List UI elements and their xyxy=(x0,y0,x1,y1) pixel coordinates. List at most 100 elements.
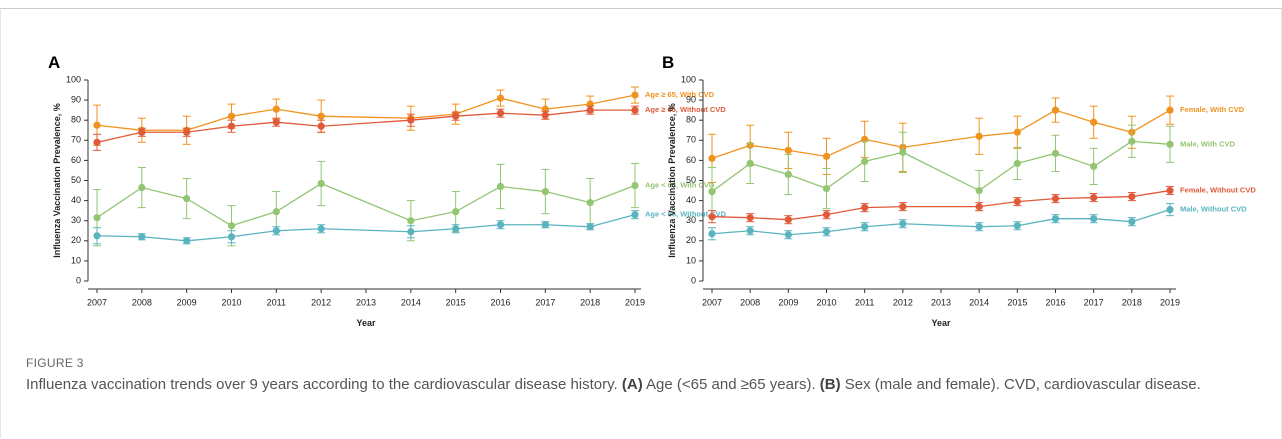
data-point xyxy=(1128,137,1136,145)
caption-part: (A) xyxy=(621,376,643,393)
x-tick-label: 2007 xyxy=(702,297,722,307)
y-tick-label: 20 xyxy=(686,235,696,245)
data-point xyxy=(586,223,594,231)
y-tick-label: 70 xyxy=(686,135,696,145)
data-point xyxy=(496,182,505,191)
data-point xyxy=(272,105,280,113)
data-point xyxy=(975,186,983,195)
series-label: Age < 65, Without CVD xyxy=(645,210,727,219)
data-point xyxy=(1051,215,1060,223)
data-point xyxy=(93,232,101,240)
data-point xyxy=(1128,192,1136,201)
data-point xyxy=(227,222,236,230)
x-tick-label: 2010 xyxy=(221,297,241,307)
x-tick-label: 2014 xyxy=(969,297,989,307)
data-point xyxy=(227,112,236,120)
data-point xyxy=(586,106,594,114)
data-point xyxy=(1013,198,1021,206)
y-tick-label: 60 xyxy=(686,155,696,165)
series-label: Male, With CVD xyxy=(1180,139,1236,148)
data-point xyxy=(1013,128,1021,136)
x-tick-label: 2011 xyxy=(267,297,286,307)
x-tick-label: 2016 xyxy=(1045,297,1065,307)
data-point xyxy=(407,116,415,124)
y-tick-label: 0 xyxy=(691,275,696,285)
data-point xyxy=(496,94,505,102)
data-point xyxy=(183,194,191,203)
y-axis-label: Influenza Vaccination Prevalence, % xyxy=(667,103,677,258)
y-tick-label: 80 xyxy=(686,115,696,125)
x-tick-label: 2014 xyxy=(401,297,421,307)
data-point xyxy=(227,122,236,130)
data-point xyxy=(746,214,754,222)
data-point xyxy=(183,128,191,136)
y-tick-label: 100 xyxy=(681,74,696,84)
series-line xyxy=(96,109,635,143)
data-point xyxy=(822,228,831,236)
data-point xyxy=(272,208,280,216)
y-tick-label: 30 xyxy=(686,215,696,225)
x-tick-label: 2019 xyxy=(625,297,645,307)
x-tick-label: 2018 xyxy=(1122,297,1142,307)
data-point xyxy=(1013,159,1021,168)
x-tick-label: 2013 xyxy=(931,297,951,307)
y-tick-label: 90 xyxy=(71,94,81,104)
x-tick-label: 2009 xyxy=(778,297,798,307)
x-tick-label: 2018 xyxy=(580,297,600,307)
y-tick-label: 70 xyxy=(71,135,81,145)
data-point xyxy=(586,199,594,207)
x-tick-label: 2013 xyxy=(356,297,376,307)
y-tick-label: 50 xyxy=(71,175,81,185)
y-tick-label: 100 xyxy=(66,74,81,84)
data-point xyxy=(631,211,639,219)
data-point xyxy=(708,187,716,196)
series-line xyxy=(96,182,636,227)
caption-text: Influenza vaccination trends over 9 year… xyxy=(26,374,1246,395)
x-tick-label: 2017 xyxy=(1084,297,1104,307)
y-tick-label: 30 xyxy=(71,215,81,225)
x-tick-label: 2012 xyxy=(311,297,331,307)
data-point xyxy=(183,237,191,245)
data-point xyxy=(1090,193,1098,202)
series-line xyxy=(96,214,636,242)
data-point xyxy=(1090,118,1098,126)
data-point xyxy=(317,179,325,188)
data-point xyxy=(708,230,716,238)
data-point xyxy=(138,183,146,192)
data-point xyxy=(541,187,549,196)
data-point xyxy=(631,91,639,99)
data-point xyxy=(452,225,460,233)
series-label: Female, Without CVD xyxy=(1180,186,1256,195)
data-point xyxy=(407,217,415,225)
caption-part: (B) xyxy=(819,376,841,393)
x-tick-label: 2012 xyxy=(893,297,913,307)
data-point xyxy=(631,181,639,190)
x-tick-label: 2008 xyxy=(132,297,152,307)
series-label: Age < 65, With CVD xyxy=(645,181,715,190)
y-tick-label: 40 xyxy=(71,195,81,205)
data-point xyxy=(1166,106,1174,114)
data-point xyxy=(631,106,639,114)
data-point xyxy=(496,221,505,229)
x-tick-label: 2017 xyxy=(535,297,555,307)
series-line xyxy=(711,109,1171,160)
y-tick-label: 40 xyxy=(686,195,696,205)
data-point xyxy=(1090,162,1098,171)
series-label: Male, Without CVD xyxy=(1180,205,1247,214)
data-point xyxy=(227,233,236,241)
caption-part: Influenza vaccination trends over 9 year… xyxy=(26,376,622,393)
x-tick-label: 2011 xyxy=(855,297,874,307)
data-point xyxy=(541,111,549,119)
data-point xyxy=(975,223,983,231)
x-axis-label: Year xyxy=(356,318,376,328)
series-line xyxy=(711,209,1171,236)
data-point xyxy=(822,184,831,193)
caption-part: Age (<65 and ≥65 years). xyxy=(642,376,820,393)
data-point xyxy=(1166,206,1174,214)
data-point xyxy=(899,203,907,211)
y-tick-label: 50 xyxy=(686,175,696,185)
series-line xyxy=(711,189,1171,221)
x-tick-label: 2019 xyxy=(1160,297,1180,307)
data-point xyxy=(1128,218,1136,226)
